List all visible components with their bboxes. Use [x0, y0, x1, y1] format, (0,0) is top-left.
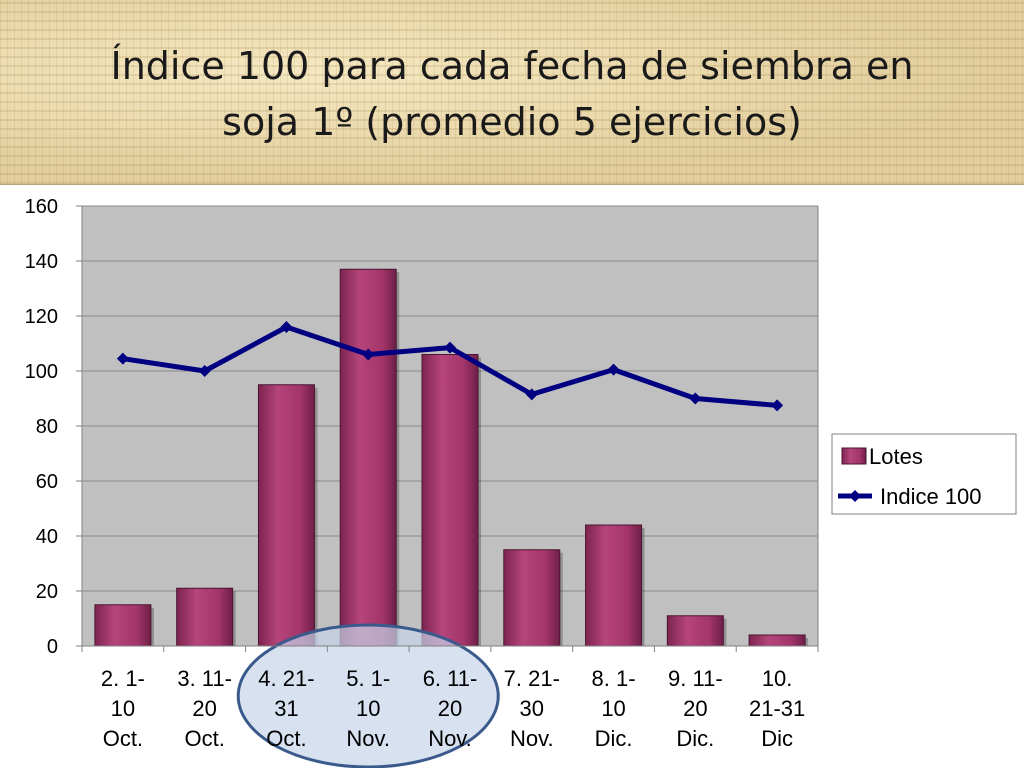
point-indice-100 — [362, 348, 375, 361]
y-tick-label: 20 — [36, 581, 58, 603]
title-band — [0, 0, 1024, 185]
point-indice-100 — [444, 341, 456, 354]
point-indice-100 — [198, 365, 211, 377]
legend-box — [831, 433, 1017, 515]
slide-title: Índice 100 para cada fecha de siembra en… — [110, 44, 914, 144]
y-axis-ticks: 0 20 40 60 80 100 120 140 160 — [25, 196, 82, 658]
point-indice-100 — [607, 363, 620, 376]
x-tick-label: 3. 11-20 Oct. — [177, 666, 232, 751]
y-tick-label: 140 — [25, 251, 58, 273]
y-tick-label: 80 — [36, 416, 58, 438]
bar-lotes — [421, 354, 479, 647]
bar-lotes — [666, 615, 724, 647]
bar-lotes — [585, 524, 643, 647]
bar-lotes — [748, 634, 806, 647]
highlight — [236, 623, 500, 768]
y-tick-label: 60 — [36, 471, 58, 493]
legend-label-indice: Indice 100 — [880, 484, 982, 509]
legend-marker-indice — [849, 490, 861, 502]
bar-lotes — [176, 587, 234, 647]
chart: 0 20 40 60 80 100 120 140 160 Lotes Indice 100 2… — [25, 196, 1017, 768]
x-tick-label: 6. 11-20 Nov. — [423, 666, 478, 751]
x-tick-label: 7. 21-30 Nov. — [504, 666, 560, 751]
bar-lotes — [94, 604, 152, 647]
x-tick-label: 4. 21-31 Oct. — [258, 666, 314, 751]
y-tick-label: 160 — [25, 196, 58, 218]
bar-lotes — [257, 384, 315, 647]
x-tick-label: 10. 21-31 Dic — [749, 666, 805, 751]
point-indice-100 — [689, 392, 702, 405]
point-indice-100 — [525, 388, 538, 401]
bar-lotes — [339, 268, 397, 647]
x-tick-label: 8. 1-10 Dic. — [592, 666, 636, 751]
bar-lotes — [503, 549, 561, 647]
bars — [94, 268, 809, 647]
index-line — [116, 321, 784, 412]
y-tick-label: 120 — [25, 306, 58, 328]
point-indice-100 — [280, 321, 293, 333]
x-tick-label: 9. 11-20 Dic. — [668, 666, 723, 751]
x-axis-ticks: 2. 1-10 Oct. 3. 11-20 Oct. 4. 21-31 Oct. 5. 1-… — [81, 645, 819, 751]
x-tick-label: 2. 1-10 Oct. — [101, 666, 145, 751]
y-tick-label: 40 — [36, 526, 58, 548]
legend: Lotes Indice 100 — [831, 433, 1017, 515]
y-tick-label: 100 — [25, 361, 58, 383]
legend-label-lotes: Lotes — [869, 444, 923, 469]
point-indice-100 — [116, 352, 129, 365]
x-tick-label: 5. 1-10 Nov. — [346, 666, 390, 751]
point-indice-100 — [771, 399, 784, 412]
legend-swatch-lotes — [841, 447, 867, 465]
highlight-ellipse — [236, 623, 500, 768]
y-tick-label: 0 — [47, 636, 58, 658]
